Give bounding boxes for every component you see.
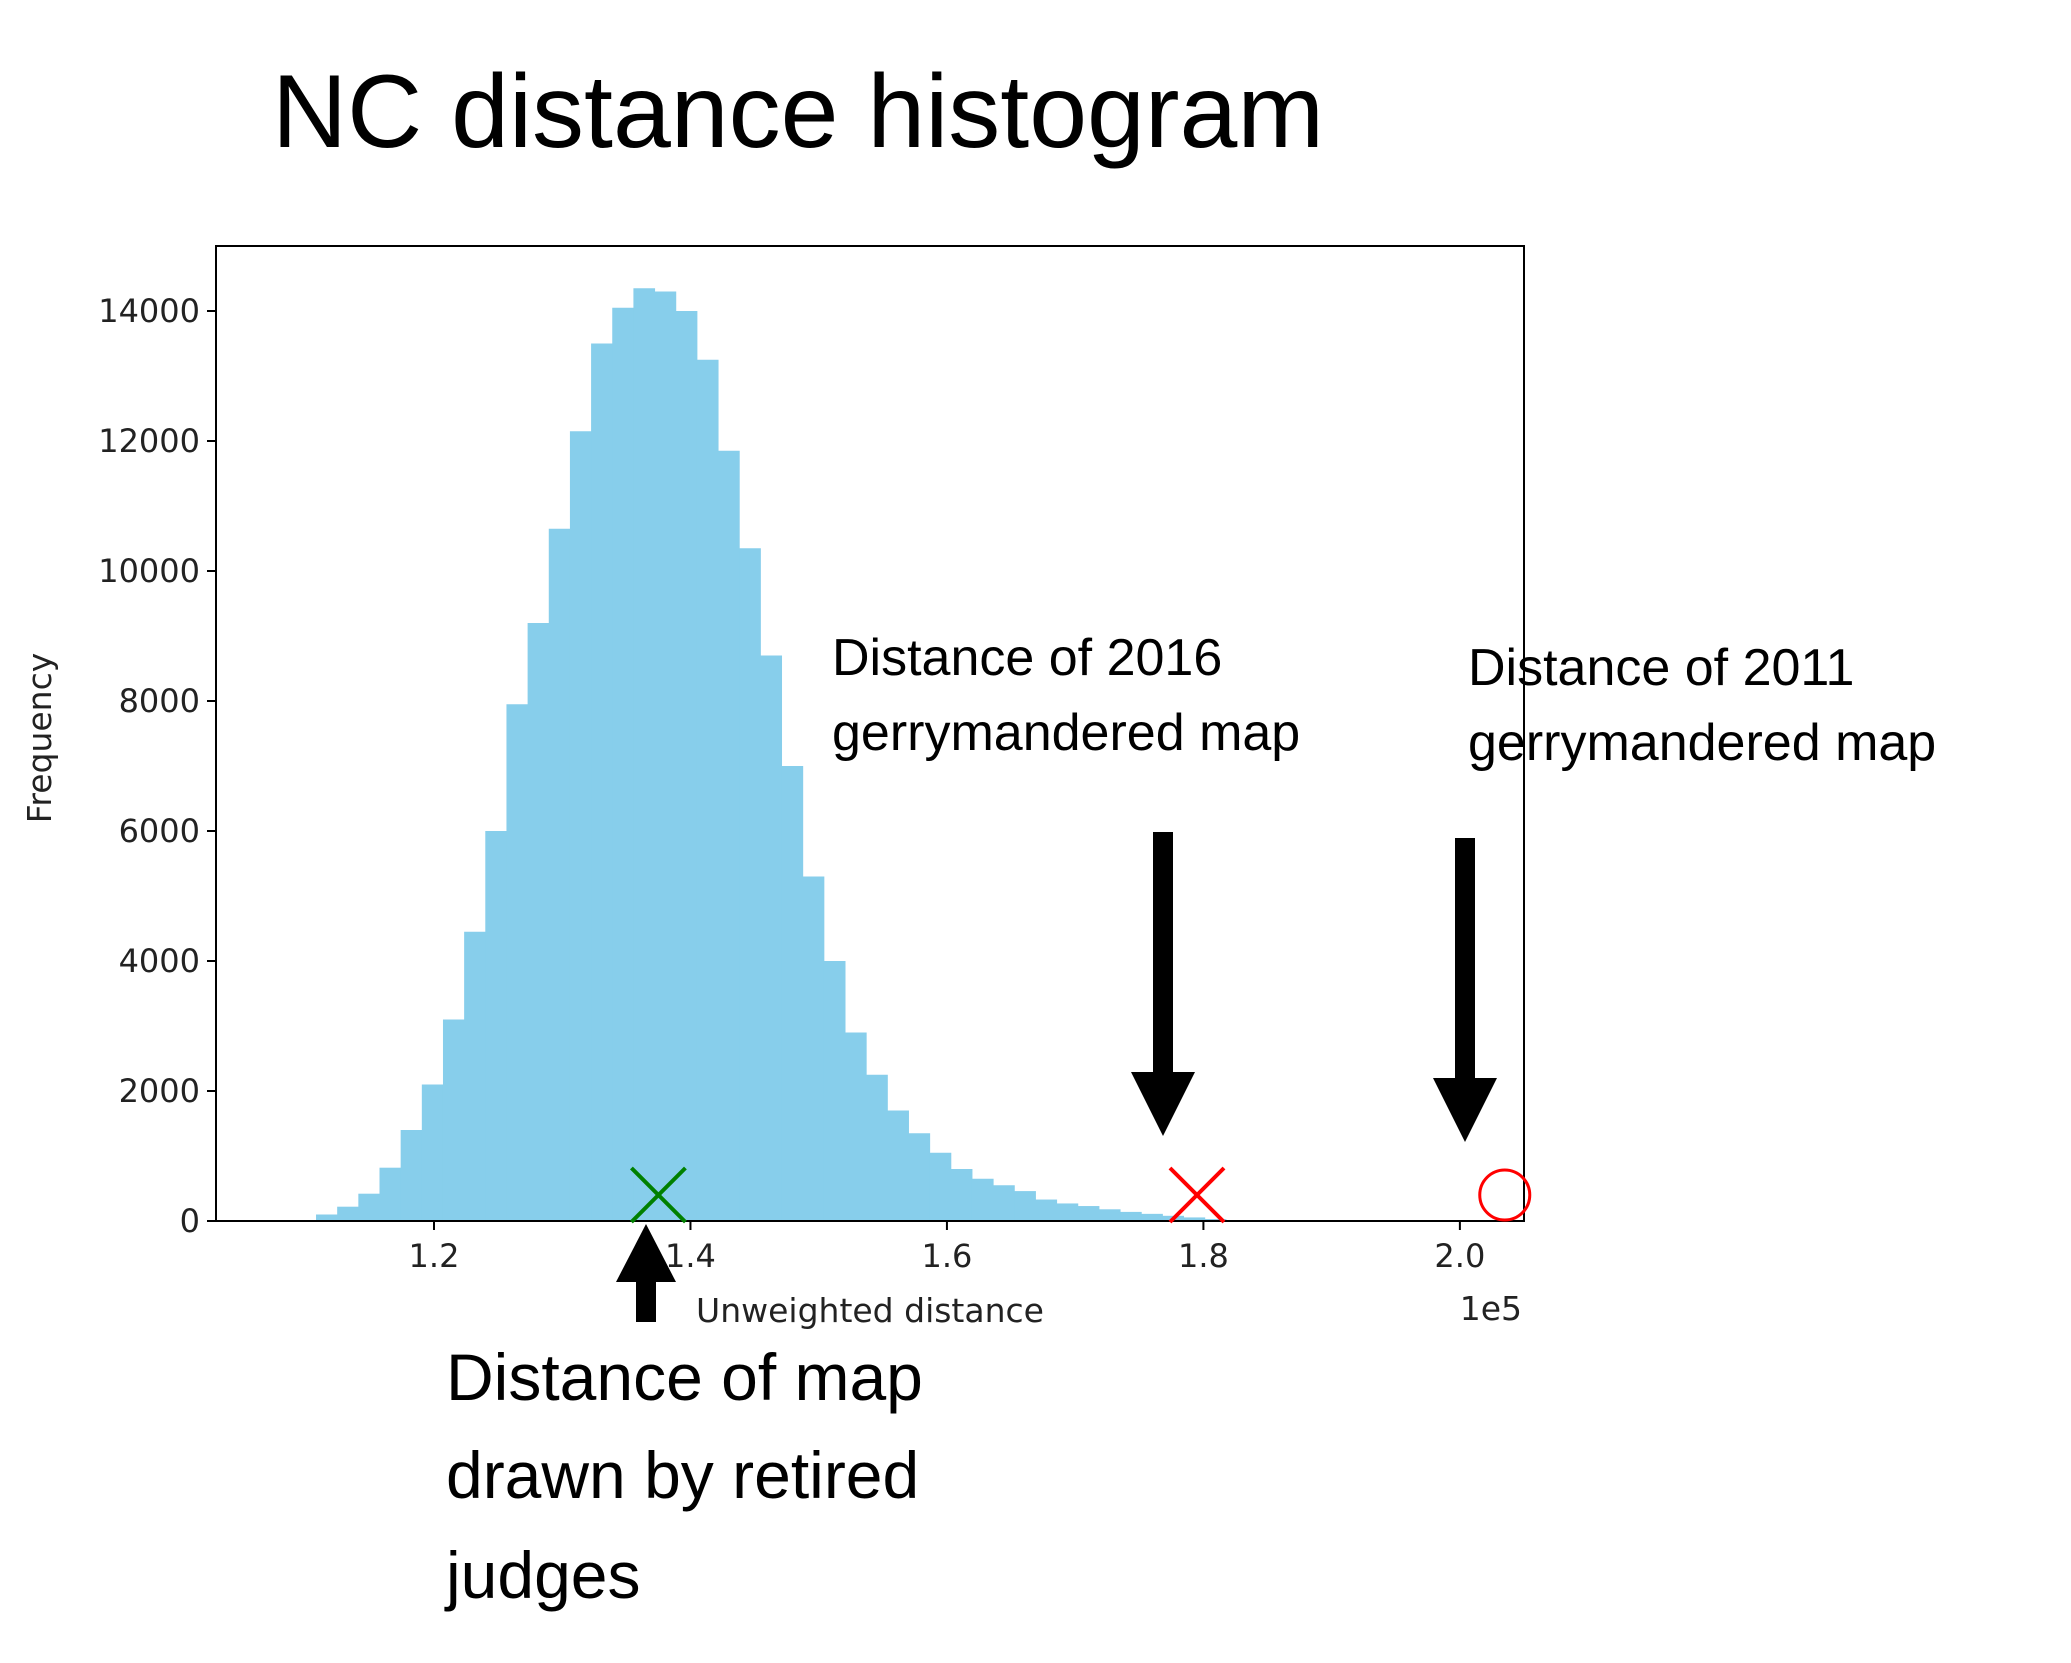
histogram-bar [464, 931, 486, 1221]
histogram-bar [337, 1206, 359, 1221]
histogram-bar [358, 1193, 380, 1221]
histogram-bar [929, 1152, 952, 1221]
arrow-2016 [1131, 832, 1195, 1136]
annotation-2011-line1: Distance of 2011 [1468, 639, 1854, 697]
histogram-bar [1014, 1191, 1036, 1221]
histogram-bar [400, 1130, 423, 1221]
arrow-2011 [1433, 838, 1497, 1142]
data-markers [629, 1166, 1532, 1224]
y-axis-label: Frequency [20, 653, 59, 823]
y-tick-label: 2000 [119, 1072, 200, 1110]
histogram-bar [993, 1185, 1015, 1221]
histogram-bar [802, 876, 825, 1221]
histogram-bar [844, 1032, 867, 1221]
histogram-bars [316, 288, 1227, 1221]
histogram-bar [1098, 1209, 1121, 1221]
annotation-2011-line2: gerrymandered map [1468, 714, 1936, 772]
histogram-bar [1056, 1203, 1079, 1221]
y-tick-label: 12000 [98, 422, 200, 460]
histogram-bar [316, 1214, 338, 1221]
histogram-bar [823, 961, 846, 1221]
annotation-2016-line1: Distance of 2016 [832, 629, 1222, 687]
x-axis-label: Unweighted distance [696, 1291, 1044, 1330]
histogram-bar [548, 528, 571, 1221]
annotation-judges-line3: judges [444, 1538, 641, 1612]
y-axis-ticks: 0 2000 4000 6000 8000 10000 12000 14000 [98, 292, 216, 1240]
histogram-bar [612, 307, 634, 1221]
marker-distance-of-map-drawn-by-retired-judges [629, 1166, 687, 1224]
arrow-judges [616, 1224, 676, 1322]
histogram-bar [760, 655, 783, 1221]
plot-frame [215, 245, 1525, 1222]
x-tick-label: 1.8 [1178, 1237, 1229, 1275]
histogram-bar [654, 291, 677, 1221]
marker-distance-of-2011-gerrymandered-map [1478, 1168, 1532, 1222]
histogram-bar [739, 548, 761, 1221]
x-tick-label: 2.0 [1434, 1237, 1485, 1275]
histogram-bar [908, 1133, 931, 1221]
y-tick-label: 6000 [119, 812, 200, 850]
y-tick-label: 0 [180, 1202, 200, 1240]
annotation-judges-line2: drawn by retired [446, 1438, 919, 1512]
annotation-2016-line2: gerrymandered map [832, 704, 1300, 762]
histogram-bar [781, 766, 804, 1221]
histogram-bar [1120, 1211, 1142, 1221]
histogram-bar [569, 431, 592, 1221]
y-tick-label: 14000 [98, 292, 200, 330]
x-tick-label: 1.2 [409, 1237, 460, 1275]
histogram-bar [1035, 1199, 1058, 1221]
histogram-bar [971, 1178, 994, 1221]
histogram-bar [1183, 1217, 1206, 1221]
histogram-bar [887, 1110, 909, 1221]
histogram-bar [506, 704, 529, 1221]
histogram-bar [633, 288, 656, 1221]
histogram-bar [442, 1019, 465, 1221]
marker-distance-of-2016-gerrymandered-map [1168, 1166, 1226, 1224]
histogram-bar [950, 1169, 973, 1221]
histogram-bar [696, 359, 719, 1221]
x-tick-label: 1.6 [921, 1237, 972, 1275]
histogram-bar [1077, 1206, 1100, 1221]
x-axis-ticks: 1.2 1.4 1.6 1.8 2.0 [409, 1221, 1485, 1275]
histogram-bar [718, 450, 740, 1221]
histogram-bar [591, 343, 613, 1221]
histogram-bar [527, 623, 550, 1221]
histogram-bar [421, 1084, 444, 1221]
histogram-bar [675, 311, 698, 1221]
slide-title: NC distance histogram [272, 54, 1324, 170]
histogram-bar [1141, 1213, 1163, 1221]
y-tick-label: 10000 [98, 552, 200, 590]
histogram-bar [485, 831, 507, 1221]
y-tick-label: 4000 [119, 942, 200, 980]
x-axis-offset-label: 1e5 [1460, 1289, 1522, 1328]
histogram-bar [379, 1167, 402, 1221]
x-tick-label: 1.4 [665, 1237, 716, 1275]
y-tick-label: 8000 [119, 682, 200, 720]
histogram-bar [866, 1074, 888, 1221]
annotation-judges-line1: Distance of map [446, 1340, 923, 1414]
